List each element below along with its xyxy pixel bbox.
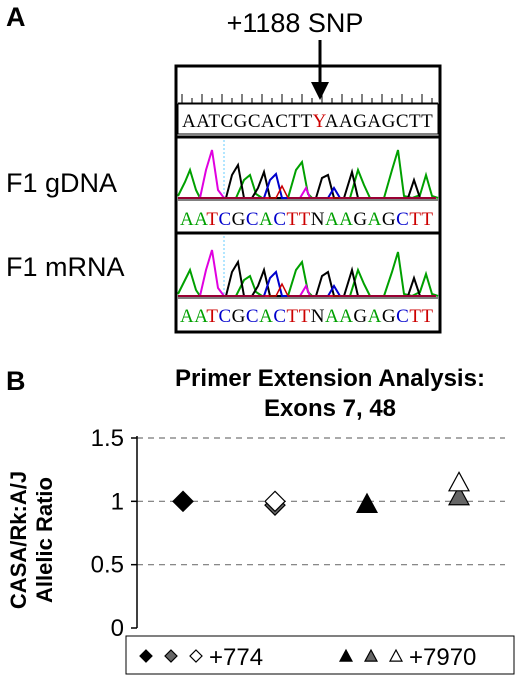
sequence-base: C [396, 209, 409, 230]
sequence-base: A [325, 306, 339, 327]
legend-diamond-marker [189, 649, 203, 663]
legend-diamond-marker [164, 649, 178, 663]
triangle-point [447, 485, 471, 506]
sequence-base: T [299, 209, 311, 230]
sequence-base: C [246, 306, 259, 327]
snp-arrow-head [311, 82, 329, 100]
sequence-base: G [382, 306, 396, 327]
sequence-base: C [218, 209, 231, 230]
diamond-point [172, 490, 194, 513]
sequence-base: T [206, 209, 218, 230]
sequence-base: A [368, 209, 382, 230]
sequence-base: T [409, 306, 421, 327]
trace-gdna: AATCGCACTTNAAGAGCTT [177, 140, 439, 230]
trace-mrna-red [178, 282, 436, 297]
legend-label: +7970 [409, 644, 476, 671]
chart-title-line-2: Exons 7, 48 [263, 395, 397, 422]
reference-sequence: AATCGCACTTYAAGAGCTT [182, 111, 433, 132]
triangle-point [447, 471, 471, 492]
sequence-base: T [287, 306, 299, 327]
snp-label: +1188 SNP [226, 8, 364, 38]
trace-gdna-blue [178, 172, 436, 199]
panel-a-letter: A [6, 2, 26, 32]
sequence-base: A [339, 306, 353, 327]
sequence-base: T [299, 306, 311, 327]
chart-title-line-1: Primer Extension Analysis: [175, 365, 485, 392]
y-tick-label: 1.5 [91, 425, 124, 452]
sequence-base: C [396, 306, 409, 327]
reference-sequence-box [177, 103, 439, 135]
sequence-base: T [421, 306, 433, 327]
reference-base: Y [313, 111, 327, 132]
trace-mrna: AATCGCACTTNAAGAGCTT [177, 236, 439, 327]
sequence-base: G [353, 306, 367, 327]
sequence-base: G [382, 209, 396, 230]
legend-triangle-marker [388, 648, 404, 662]
legend-triangle-marker [338, 648, 354, 662]
trace-label-gdna: F1 gDNA [6, 168, 118, 198]
trace-label-mrna: F1 mRNA [6, 252, 125, 282]
sequence-base: G [232, 209, 246, 230]
sequence-base: C [273, 209, 286, 230]
sequence-base: T [421, 209, 433, 230]
sequence-base: C [273, 306, 286, 327]
trace-mrna-magenta [178, 249, 436, 297]
sequence-base: N [311, 209, 325, 230]
sequence-base: A [368, 306, 382, 327]
diamond-point [264, 490, 286, 513]
sequence-base: A [194, 306, 208, 327]
sequence-base: T [409, 209, 421, 230]
gdna-sequence: AATCGCACTTNAAGAGCTT [180, 209, 434, 230]
sequence-base: C [246, 209, 259, 230]
sequence-base: A [259, 209, 273, 230]
sequence-base: T [206, 306, 218, 327]
sequence-base: G [232, 306, 246, 327]
ruler-ticks [181, 94, 433, 103]
reference-base: AATCGCACTT [182, 111, 313, 132]
sequence-base: A [180, 306, 194, 327]
reference-base: AAGAGCTT [325, 111, 434, 132]
trace-gdna-red [178, 184, 436, 199]
legend-diamond-marker [139, 649, 153, 663]
trace-gdna-magenta [178, 149, 436, 199]
allelic-ratio-chart: 0 0.5 1 1.5 +774 +7970 [91, 425, 515, 675]
sequence-base: G [353, 209, 367, 230]
chart-title: Primer Extension Analysis: Exons 7, 48 [140, 364, 520, 424]
legend-triangle-marker [363, 648, 379, 662]
y-tick-label: 0 [111, 615, 124, 642]
sequence-base: A [339, 209, 353, 230]
chromatogram-frame [174, 64, 442, 334]
sequence-base: A [194, 209, 208, 230]
sequence-base: C [218, 306, 231, 327]
legend-label: +774 [209, 644, 263, 671]
y-tick-label: 0.5 [91, 552, 124, 579]
trace-mrna-blue [178, 270, 436, 297]
chromatogram-figure: AATCGCACTTYAAGAGCTT AATCGCACTTNAAGAGCTT … [174, 40, 442, 334]
sequence-base: A [259, 306, 273, 327]
sequence-base: A [325, 209, 339, 230]
sequence-base: T [287, 209, 299, 230]
sequence-base: N [311, 306, 325, 327]
sequence-base: A [180, 209, 194, 230]
y-tick-label: 1 [111, 488, 124, 515]
triangle-point [355, 492, 379, 513]
mrna-sequence: AATCGCACTTNAAGAGCTT [180, 306, 434, 327]
panel-b-letter: B [6, 366, 26, 396]
